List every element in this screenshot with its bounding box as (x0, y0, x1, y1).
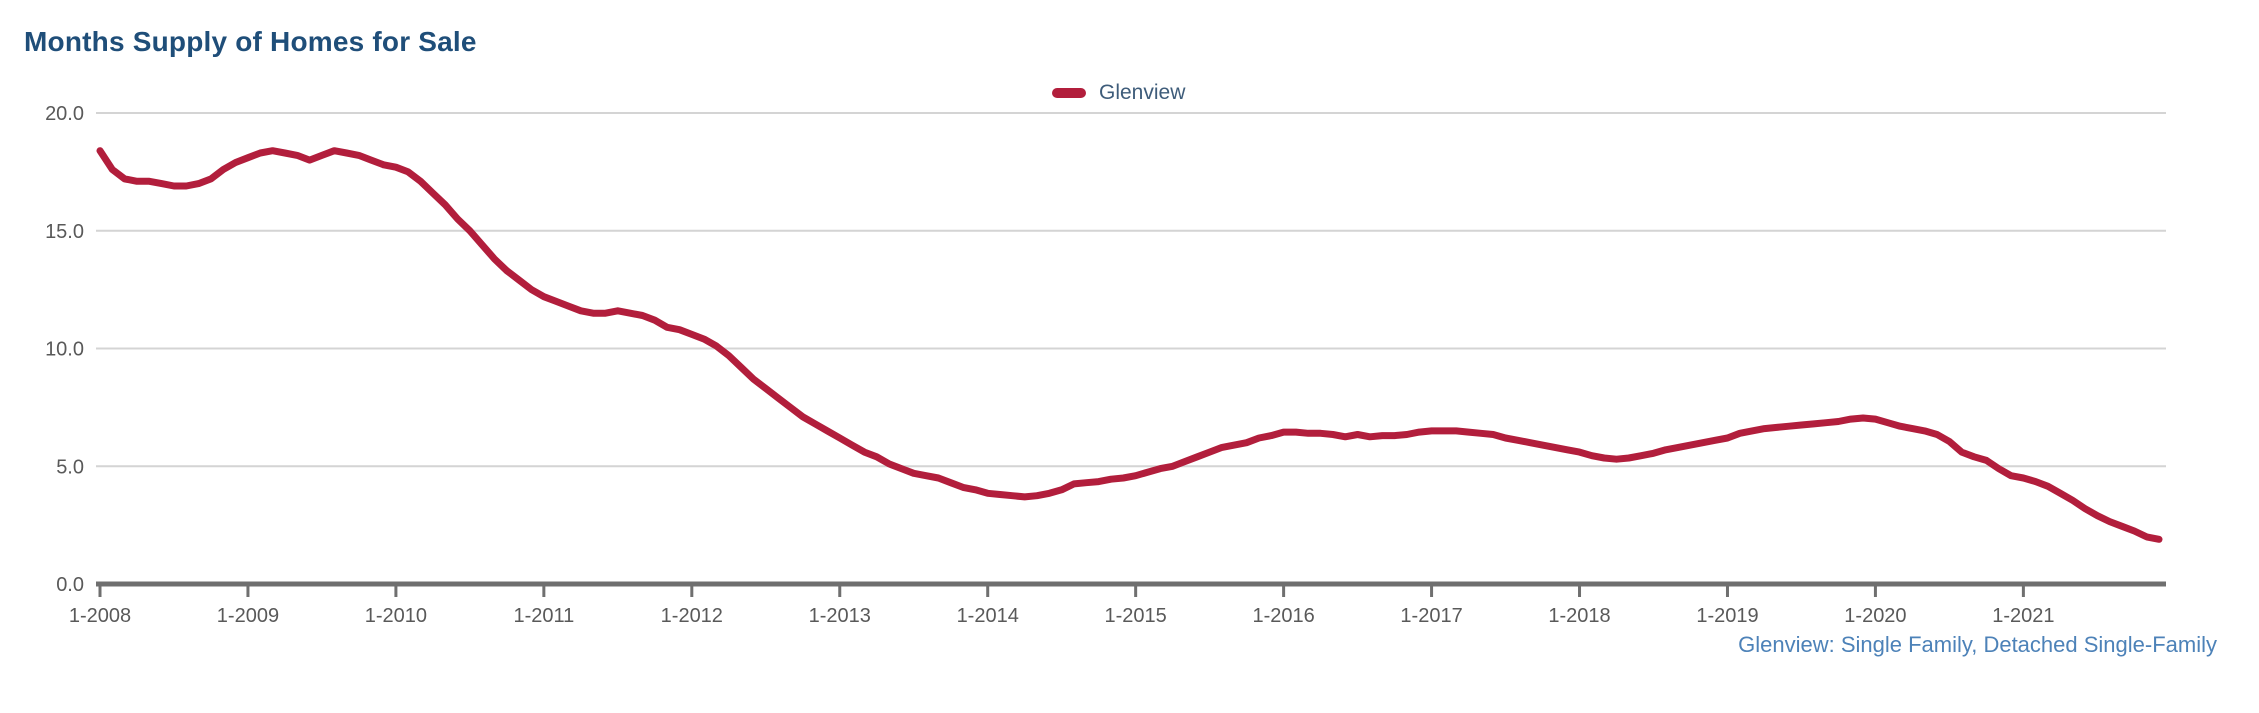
x-tick-label: 1-2017 (1400, 605, 1462, 627)
x-tick-label: 1-2012 (661, 605, 723, 627)
y-tick-label: 20.0 (45, 103, 84, 125)
chart-footnote: Glenview: Single Family, Detached Single… (1738, 632, 2217, 657)
x-tick-label: 1-2015 (1105, 605, 1167, 627)
y-tick-label: 15.0 (45, 221, 84, 243)
x-tick-label: 1-2021 (1992, 605, 2054, 627)
x-tick-label: 1-2008 (69, 605, 131, 627)
chart-title: Months Supply of Homes for Sale (24, 26, 477, 57)
x-tick-label: 1-2011 (513, 605, 574, 627)
legend-item-glenview[interactable]: Glenview (1052, 82, 1185, 103)
x-tick-label: 1-2019 (1696, 605, 1758, 627)
x-tick-label: 1-2014 (957, 605, 1019, 627)
legend-label: Glenview (1099, 81, 1186, 104)
x-tick-label: 1-2020 (1844, 605, 1906, 627)
series-line-glenview[interactable] (96, 147, 2163, 543)
x-tick-label: 1-2010 (365, 605, 427, 627)
x-tick-label: 1-2016 (1252, 605, 1314, 627)
y-tick-label: 0.0 (56, 574, 84, 596)
x-tick-label: 1-2009 (217, 605, 279, 627)
y-tick-label: 5.0 (56, 456, 84, 478)
x-tick-label: 1-2013 (809, 605, 871, 627)
y-tick-label: 10.0 (45, 339, 84, 361)
legend-swatch-icon (1052, 87, 1086, 98)
x-tick-label: 1-2018 (1548, 605, 1610, 627)
